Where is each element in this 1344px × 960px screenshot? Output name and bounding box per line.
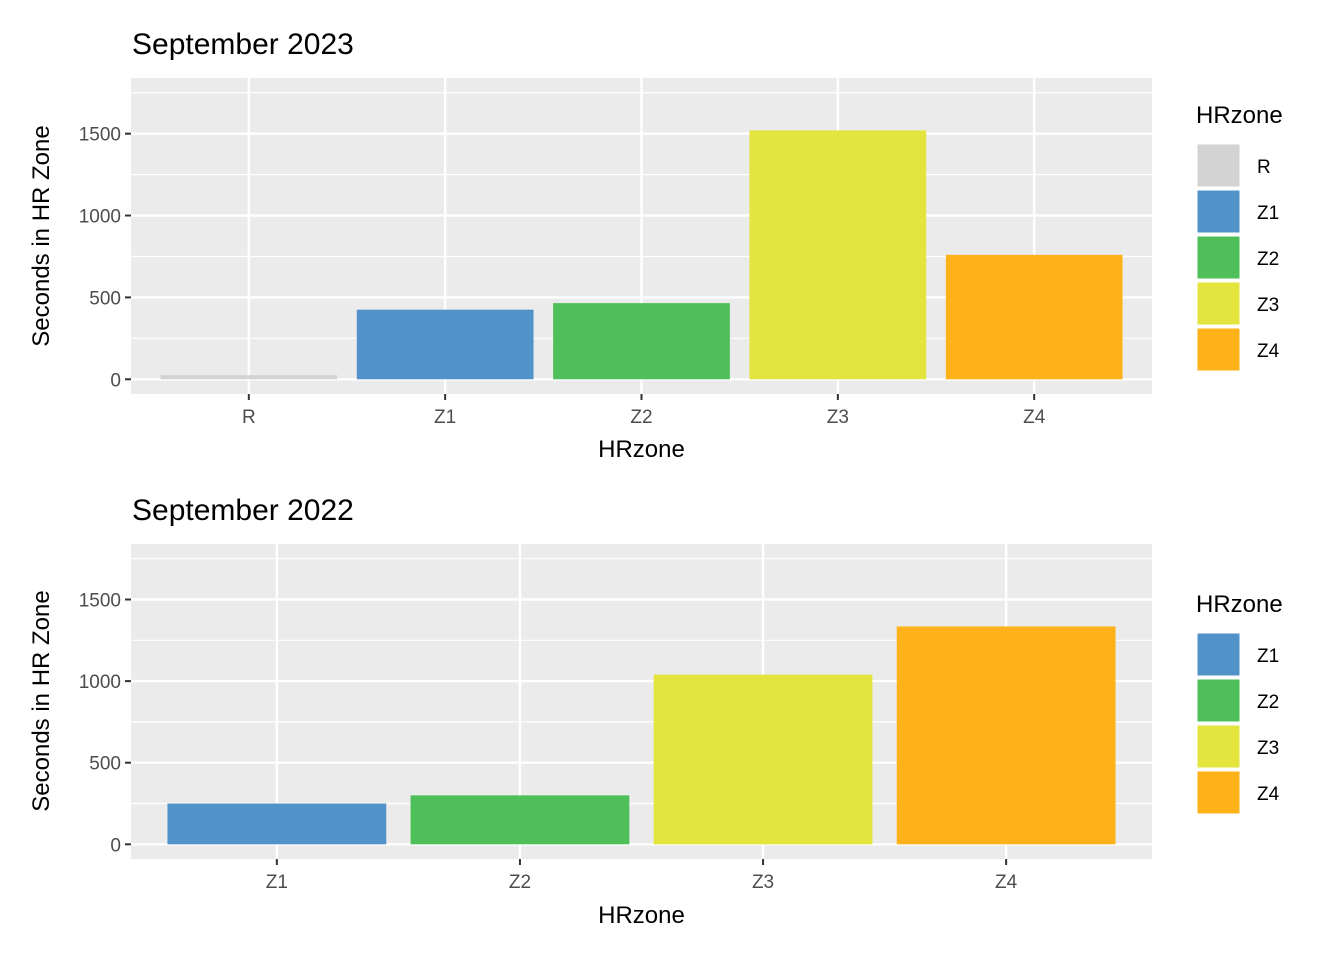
legend-key-z4 (1196, 327, 1241, 372)
x-tick-label: Z2 (630, 407, 652, 428)
legend-keys: Z1 Z2 Z3 Z4 (1196, 632, 1280, 815)
bar-z1 (167, 803, 387, 845)
plot-area (131, 78, 1152, 394)
y-tick-label: 1000 (79, 207, 121, 228)
legend-label: R (1257, 157, 1271, 178)
legend: HRzone R Z1 Z2 Z3 Z4 (1196, 102, 1283, 372)
y-axis-title: Seconds in HR Zone (28, 590, 55, 811)
legend: HRzone Z1 Z2 Z3 Z4 (1196, 591, 1283, 815)
x-axis-ticks: R Z1 Z2 Z3 Z4 (242, 394, 1046, 428)
legend-label: Z1 (1257, 646, 1279, 667)
plot-area (131, 544, 1152, 859)
chart-panel-2: September 2022 0 500 1000 1500 Z1 Z2 Z3 Z4 HRz… (28, 494, 1283, 929)
legend-key-z4 (1196, 770, 1241, 815)
legend-label: Z4 (1257, 341, 1280, 362)
bar-z2 (410, 795, 630, 845)
y-tick-label: 0 (110, 370, 121, 391)
y-tick-label: 500 (89, 754, 121, 775)
chart-title: September 2022 (132, 494, 354, 527)
bar-z4 (945, 254, 1123, 380)
legend-label: Z2 (1257, 249, 1279, 270)
bar-z4 (896, 626, 1116, 845)
bars (167, 626, 1116, 845)
y-axis-title: Seconds in HR Zone (28, 125, 55, 346)
bar-z1 (356, 309, 534, 380)
legend-label: Z3 (1257, 738, 1279, 759)
legend-key-z2 (1196, 235, 1241, 280)
x-tick-label: Z4 (995, 872, 1018, 893)
legend-keys: R Z1 Z2 Z3 Z4 (1196, 143, 1280, 372)
x-axis-title: HRzone (598, 436, 685, 463)
bar-z2 (553, 303, 730, 380)
legend-key-z3 (1196, 281, 1241, 326)
y-tick-label: 1500 (79, 125, 121, 146)
legend-label: Z3 (1257, 295, 1279, 316)
x-tick-label: Z3 (827, 407, 849, 428)
bar-z3 (749, 130, 927, 380)
y-tick-label: 1500 (79, 590, 121, 611)
legend-label: Z1 (1257, 203, 1279, 224)
bar-r (160, 375, 338, 380)
legend-key-z3 (1196, 724, 1241, 769)
y-tick-label: 0 (110, 835, 121, 856)
legend-title: HRzone (1196, 591, 1283, 618)
x-tick-label: Z2 (509, 872, 531, 893)
x-tick-label: Z1 (266, 872, 288, 893)
y-axis-ticks: 0 500 1000 1500 (79, 590, 131, 856)
legend-key-r (1196, 143, 1241, 188)
legend-label: Z4 (1257, 784, 1280, 805)
chart-panel-1: September 2023 0 500 1000 1500 R Z1 Z2 Z3 Z4 HR… (28, 28, 1283, 463)
x-axis-title: HRzone (598, 902, 685, 929)
x-tick-label: Z1 (434, 407, 456, 428)
y-tick-label: 1000 (79, 672, 121, 693)
legend-key-z2 (1196, 678, 1241, 723)
x-tick-label: Z3 (752, 872, 774, 893)
x-tick-label: Z4 (1023, 407, 1046, 428)
chart-title: September 2023 (132, 28, 354, 61)
x-tick-label: R (242, 407, 256, 428)
legend-label: Z2 (1257, 692, 1279, 713)
legend-key-z1 (1196, 632, 1241, 677)
x-axis-ticks: Z1 Z2 Z3 Z4 (266, 859, 1018, 893)
legend-key-z1 (1196, 189, 1241, 234)
legend-title: HRzone (1196, 102, 1283, 129)
y-tick-label: 500 (89, 288, 121, 309)
y-axis-ticks: 0 500 1000 1500 (79, 125, 131, 391)
bars (160, 130, 1123, 380)
bar-z3 (653, 674, 873, 845)
